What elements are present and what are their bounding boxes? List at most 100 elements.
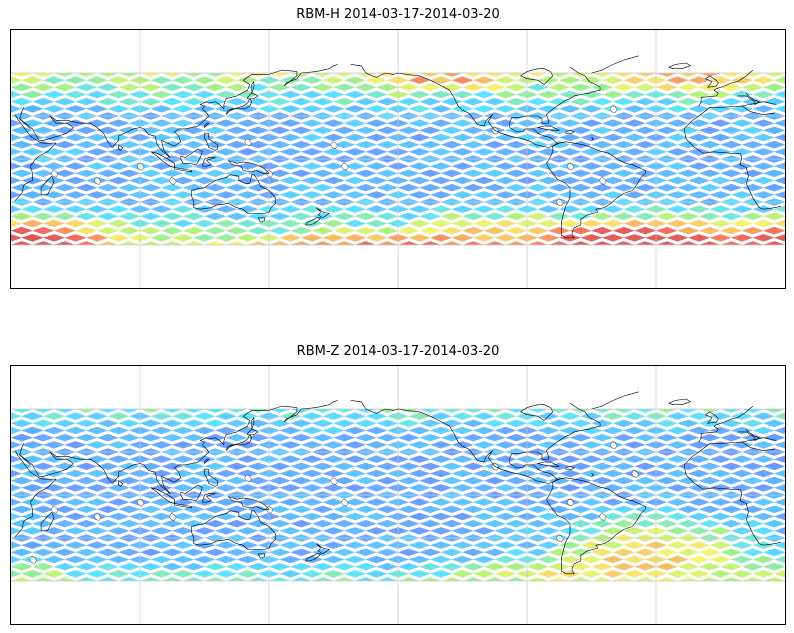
data-cell [311, 226, 334, 235]
data-cell [612, 73, 635, 77]
data-cell [279, 498, 302, 506]
data-cell [354, 505, 377, 514]
data-cell [301, 76, 323, 84]
data-cell [774, 541, 785, 549]
data-cell [11, 205, 22, 213]
data-cell [720, 548, 743, 557]
data-cell [731, 105, 753, 113]
data-cell [731, 412, 753, 420]
data-cell [365, 234, 388, 242]
data-cell [225, 409, 248, 413]
data-cell [580, 148, 603, 156]
data-cell [634, 409, 657, 413]
data-cell [473, 176, 495, 185]
data-cell [505, 519, 528, 528]
data-cell [236, 234, 259, 242]
data-cell [107, 441, 130, 449]
data-cell [634, 97, 657, 106]
data-cell [408, 133, 431, 142]
data-cell [75, 505, 98, 514]
data-cell [11, 441, 22, 449]
data-cell [419, 577, 442, 581]
data-cell [344, 162, 366, 170]
data-cell [279, 133, 302, 142]
data-cell [75, 476, 98, 485]
data-cell [279, 76, 302, 84]
data-cell [462, 462, 485, 471]
data-cell [268, 505, 291, 514]
data-cell [655, 505, 678, 514]
data-cell [559, 412, 581, 420]
data-cell [32, 548, 55, 557]
data-cell [204, 476, 227, 485]
data-cell [473, 105, 495, 113]
data-cell [688, 191, 710, 199]
data-cell [193, 148, 216, 156]
data-cell [419, 73, 442, 77]
data-cell [763, 140, 785, 149]
data-cell [451, 148, 474, 156]
data-cell [473, 484, 495, 492]
data-cell [774, 469, 785, 478]
data-cell [279, 162, 302, 170]
data-cell [354, 462, 377, 471]
data-cell [698, 212, 721, 221]
data-cell [64, 541, 87, 549]
data-cell [763, 97, 785, 106]
data-cell [118, 476, 141, 485]
data-cell [473, 148, 495, 156]
data-cell [182, 419, 205, 428]
data-cell [150, 76, 173, 84]
data-cell [376, 562, 399, 571]
data-cell [75, 83, 98, 92]
data-cell [430, 498, 452, 506]
data-cell [64, 412, 87, 420]
data-cell [215, 133, 237, 142]
panel-title-bottom: RBM-Z 2014-03-17-2014-03-20 [296, 344, 500, 359]
data-cell [354, 226, 377, 235]
data-cell [494, 191, 517, 199]
data-cell [483, 183, 506, 192]
data-cell [53, 548, 76, 557]
data-cell [75, 562, 98, 571]
data-cell [53, 433, 76, 442]
data-cell [344, 176, 366, 185]
data-cell [32, 83, 55, 92]
data-cell [161, 409, 184, 413]
data-cell [666, 176, 689, 185]
data-cell [419, 183, 442, 192]
data-cell [473, 234, 495, 242]
data-cell [96, 462, 119, 471]
data-cell [279, 469, 302, 478]
data-cell [612, 226, 635, 235]
data-cell [301, 219, 323, 228]
data-cell [634, 433, 657, 442]
data-cell [53, 183, 76, 192]
data-cell [247, 212, 270, 221]
data-cell [494, 412, 517, 420]
data-cell [290, 519, 313, 528]
data-cell [537, 498, 560, 506]
data-cell [709, 219, 732, 228]
data-cell [462, 140, 485, 149]
data-cell [11, 126, 33, 135]
data-cell [655, 169, 678, 178]
data-cell [623, 455, 646, 463]
data-cell [698, 548, 721, 557]
data-cell [236, 148, 259, 156]
data-cell [408, 176, 431, 185]
data-cell [580, 105, 603, 113]
data-cell [11, 433, 33, 442]
data-cell [204, 577, 227, 581]
data-cell [193, 105, 216, 113]
data-cell [408, 498, 431, 506]
data-cell [86, 148, 108, 156]
data-cell [365, 76, 388, 84]
data-cell [344, 570, 366, 578]
data-cell [473, 191, 495, 199]
data-cell [172, 76, 194, 84]
data-cell [602, 162, 624, 170]
data-cell [75, 212, 98, 221]
data-cell [580, 570, 603, 578]
data-cell [161, 212, 184, 221]
